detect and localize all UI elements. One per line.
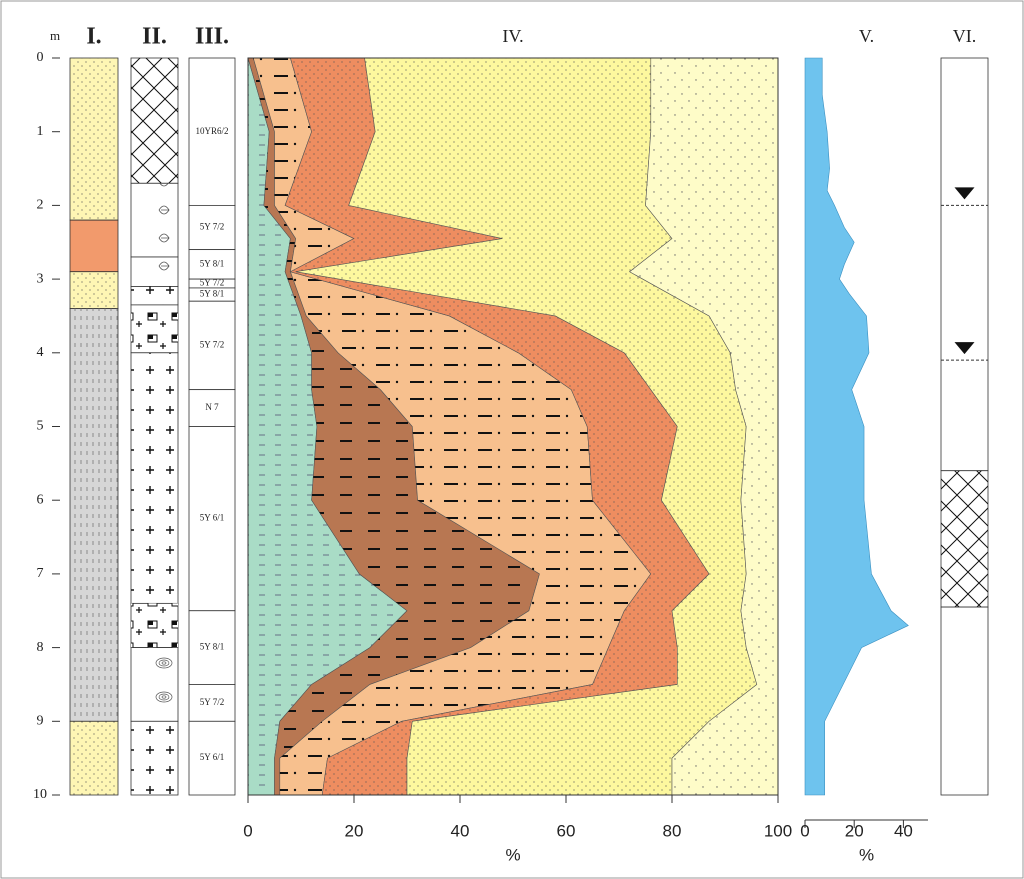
layer-pattern: [131, 352, 178, 604]
area-band-pattern: [248, 58, 407, 795]
x-tick-label: 80: [663, 821, 682, 840]
layer: [940, 606, 989, 796]
layer-pattern: [70, 721, 118, 795]
layer-label: 5Y 7/2: [200, 278, 224, 288]
layer-label: 10YR6/2: [195, 126, 228, 136]
layer-pattern: [131, 256, 178, 287]
layer-pattern: [131, 286, 178, 305]
y-tick-label: 4: [37, 345, 44, 360]
panel-title: IV.: [502, 26, 523, 46]
water-marker: [954, 187, 975, 200]
layer: [188, 684, 236, 722]
x-tick-label: 40: [894, 821, 913, 840]
panel-title: III.: [195, 24, 229, 50]
x-tick-label: 40: [451, 821, 470, 840]
x-tick-label: 20: [345, 821, 364, 840]
y-tick-label: 10: [33, 787, 47, 802]
layer-pattern: [131, 304, 178, 353]
panel-title: V.: [859, 26, 874, 46]
layer: [188, 300, 236, 391]
y-tick-label: 5: [37, 419, 44, 434]
y-tick-label: 7: [37, 566, 44, 581]
y-axis-label: m: [50, 28, 60, 43]
layer: [188, 426, 236, 612]
layer: [940, 57, 989, 472]
panel-title: II.: [142, 24, 167, 50]
panel-title: I.: [86, 24, 101, 50]
y-tick-label: 9: [37, 714, 44, 729]
layer: [188, 720, 236, 796]
layer-label: 5Y 8/1: [200, 258, 224, 268]
area-band-pattern: [285, 58, 710, 795]
layer-label: N 7: [205, 402, 219, 412]
x-tick-label: 0: [800, 821, 809, 840]
layer-label: 5Y 8/1: [200, 642, 224, 652]
water-marker: [954, 342, 975, 355]
y-tick-label: 3: [37, 271, 44, 286]
x-tick-label: 60: [557, 821, 576, 840]
layer: [188, 249, 236, 280]
y-tick-label: 6: [37, 492, 44, 507]
layer-pattern: [131, 647, 178, 722]
layer-pattern: [131, 58, 178, 184]
y-tick-label: 1: [37, 124, 44, 139]
layer-label: 5Y 6/1: [200, 513, 224, 523]
layer: [188, 57, 236, 206]
layer: [69, 219, 119, 273]
layer-pattern: [131, 183, 178, 257]
x-tick-label: 0: [243, 821, 252, 840]
layer-pattern: [131, 603, 178, 648]
layer: [188, 610, 236, 685]
layer-label: 5Y 8/1: [200, 289, 224, 299]
panel-title: VI.: [953, 26, 977, 46]
y-tick-label: 0: [37, 50, 44, 65]
y-tick-label: 8: [37, 640, 44, 655]
x-axis-label: %: [859, 845, 874, 864]
layer-pattern: [941, 470, 988, 608]
x-tick-label: 100: [764, 821, 792, 840]
area: [804, 57, 909, 796]
x-axis-label: %: [505, 845, 520, 864]
area-band-pattern: [248, 58, 540, 795]
layer-pattern: [131, 721, 178, 795]
layer-label: 5Y 7/2: [200, 697, 224, 707]
area-band-pattern: [629, 58, 778, 795]
plot-frame: [247, 57, 779, 796]
layer-label: 5Y 6/1: [200, 752, 224, 762]
layer-label: 5Y 7/2: [200, 222, 224, 232]
layer-pattern: [70, 58, 118, 221]
y-tick-label: 2: [37, 198, 44, 213]
area-band-pattern: [253, 58, 651, 795]
layer-pattern: [70, 271, 118, 309]
layer: [188, 204, 236, 251]
x-tick-label: 20: [845, 821, 864, 840]
layer-label: 5Y 7/2: [200, 339, 224, 349]
layer-pattern: [70, 308, 118, 722]
area-band-pattern: [295, 58, 757, 795]
